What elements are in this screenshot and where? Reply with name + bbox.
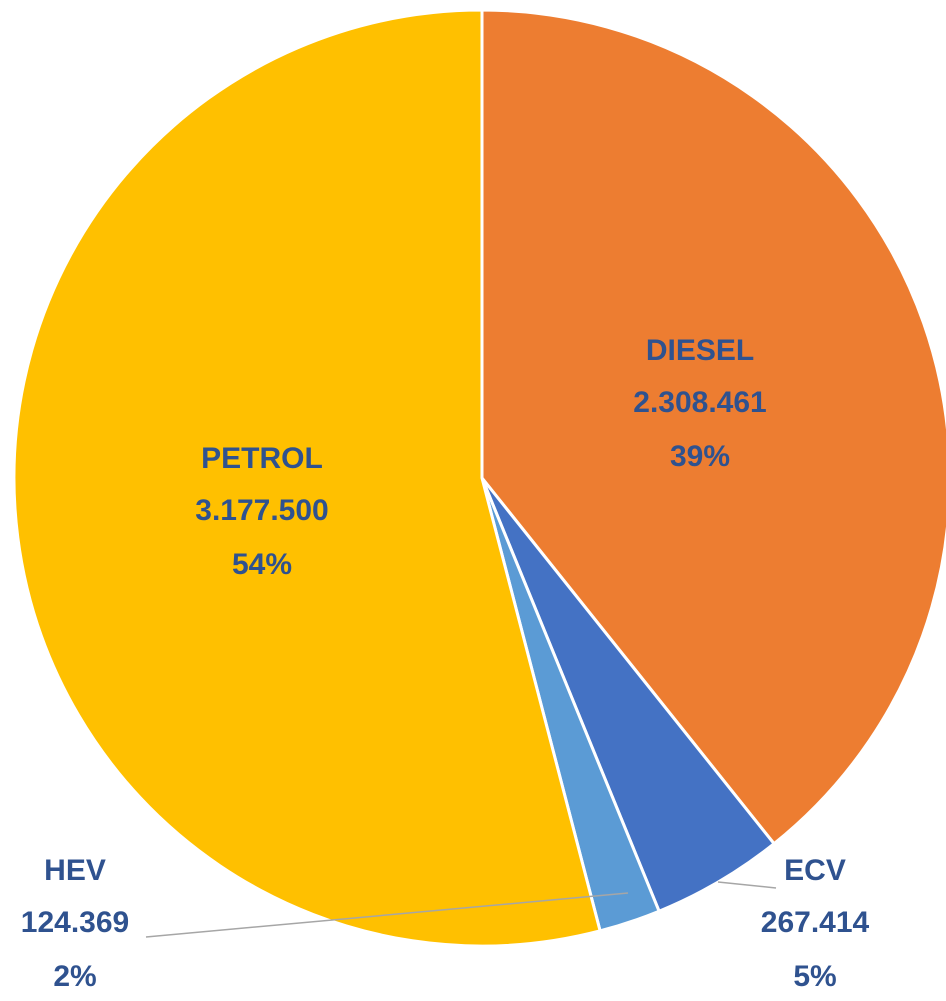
value-label: 267.414 (761, 906, 870, 939)
value-label: 3.177.500 (195, 494, 328, 527)
value-label: 124.369 (21, 906, 129, 939)
pie-slice (480, 8, 946, 846)
value-label: 2.308.461 (633, 386, 766, 419)
percent-label: 2% (53, 960, 96, 993)
percent-label: 54% (232, 548, 292, 581)
percent-label: 39% (670, 440, 730, 473)
pie (12, 8, 946, 948)
data-labels: DIESEL 2.308.461 39% ECV 267.414 5% HEV 124.369… (21, 334, 870, 993)
leader-line (145, 892, 629, 938)
slice-label: DIESEL (646, 334, 754, 367)
slice-label: PETROL (201, 442, 323, 475)
leader-line (717, 881, 777, 889)
percent-label: 5% (793, 960, 836, 993)
slice-label: HEV (44, 854, 106, 887)
pie-slice (12, 8, 602, 948)
slice-label: ECV (784, 854, 846, 887)
